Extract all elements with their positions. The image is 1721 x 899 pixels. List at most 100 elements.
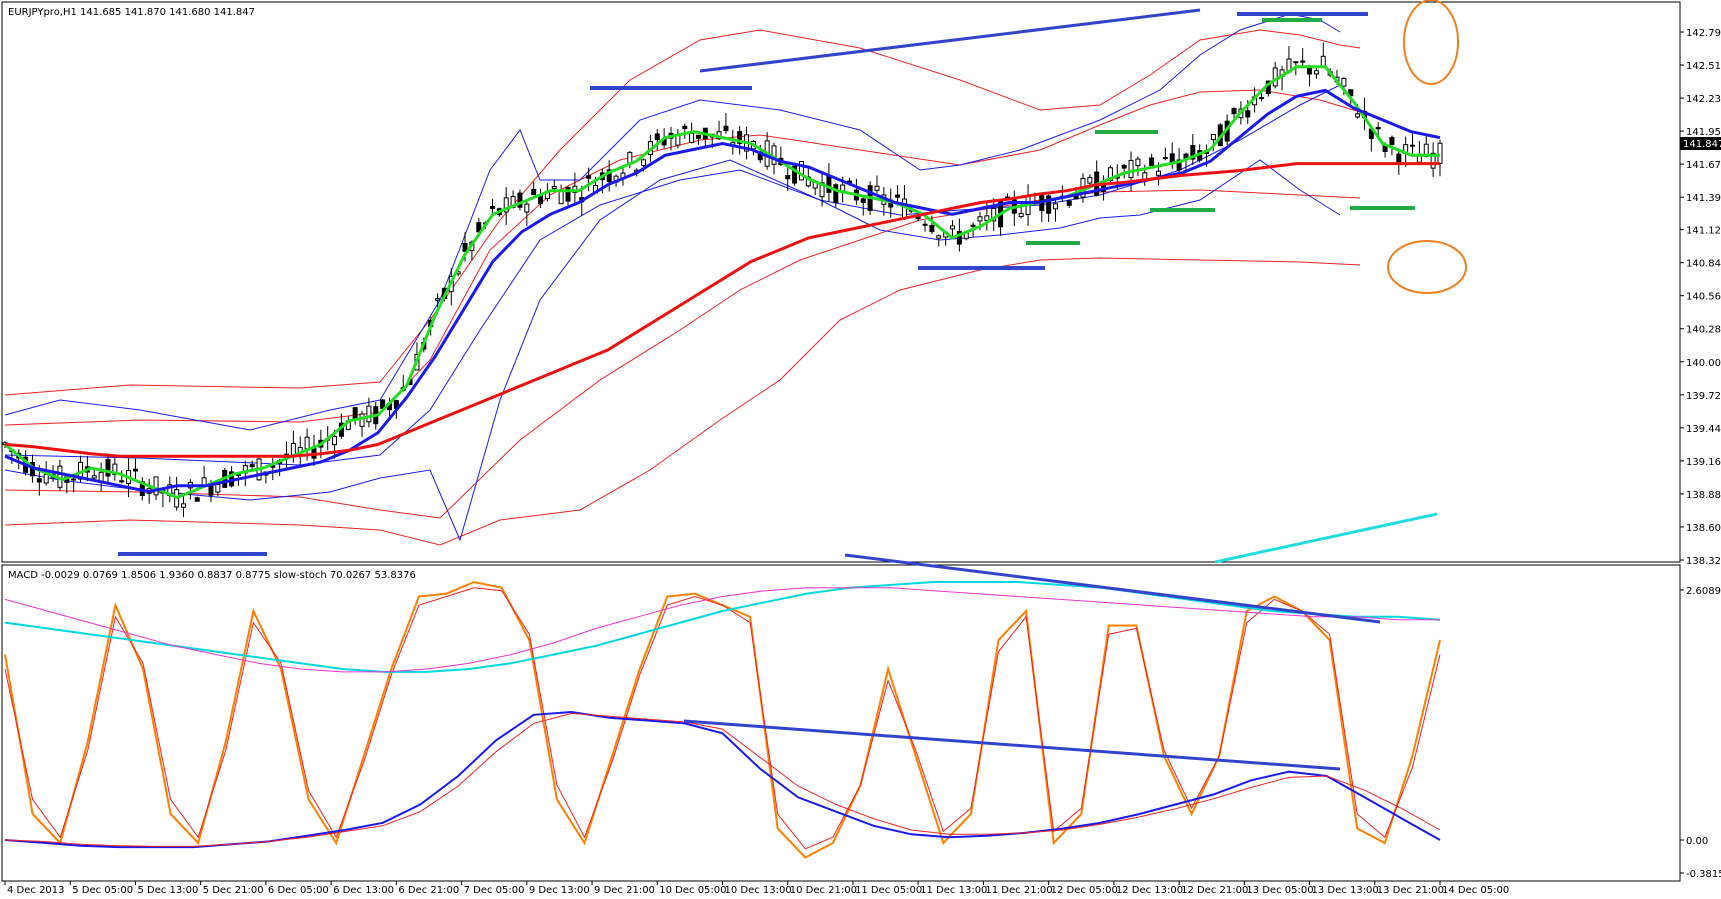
indicator-tick-label: -0.3815 bbox=[1686, 869, 1721, 880]
time-tick-label: 13 Dec 21:00 bbox=[1377, 885, 1444, 896]
indicator-lines bbox=[4, 580, 1441, 859]
candle-body bbox=[606, 169, 612, 183]
candle-body bbox=[895, 194, 901, 198]
candle-body bbox=[1190, 145, 1196, 160]
time-tick-label: 11 Dec 21:00 bbox=[985, 885, 1052, 896]
candle-body bbox=[1210, 133, 1216, 141]
price-pane-frame bbox=[1, 1, 1681, 563]
time-tick-label: 13 Dec 05:00 bbox=[1246, 885, 1313, 896]
candle-body bbox=[1162, 156, 1168, 159]
candle-body bbox=[1313, 70, 1319, 75]
time-tick-label: 5 Dec 13:00 bbox=[137, 885, 198, 896]
candle-body bbox=[366, 405, 372, 423]
candle-body bbox=[991, 207, 997, 222]
candle-body bbox=[1149, 157, 1155, 167]
candle-body bbox=[112, 463, 118, 475]
orange-circle-bottom bbox=[1387, 240, 1467, 294]
candle-body bbox=[682, 125, 688, 130]
price-tick-label: 140.560 bbox=[1686, 292, 1721, 303]
indicator-line-slow-ma-cyan bbox=[4, 581, 1441, 673]
price-tick-label: 141.955 bbox=[1686, 127, 1721, 138]
price-tick-label: 138.880 bbox=[1686, 490, 1721, 501]
price-tick-label: 140.840 bbox=[1686, 259, 1721, 270]
time-tick-label: 9 Dec 13:00 bbox=[529, 885, 590, 896]
indicator-axis: 2.6089 0.00 -0.3815 bbox=[1680, 586, 1721, 880]
candle-body bbox=[462, 242, 468, 252]
price-tick-label: 139.440 bbox=[1686, 424, 1721, 435]
time-tick-label: 11 Dec 05:00 bbox=[855, 885, 922, 896]
candle-body bbox=[1135, 158, 1141, 167]
candle-body bbox=[304, 436, 310, 450]
candle-body bbox=[352, 407, 358, 420]
time-tick-label: 10 Dec 13:00 bbox=[725, 885, 792, 896]
moving-average-lines bbox=[4, 65, 1441, 500]
candle-body bbox=[1341, 77, 1347, 87]
candle-body bbox=[984, 215, 990, 221]
price-tick-label: 141.120 bbox=[1686, 226, 1721, 237]
candle-body bbox=[1107, 167, 1113, 182]
candle-body bbox=[1437, 142, 1443, 164]
candle-body bbox=[119, 480, 125, 483]
price-tick-label: 139.720 bbox=[1686, 391, 1721, 402]
price-line-ema-mid bbox=[4, 88, 1441, 494]
candle-body bbox=[936, 235, 942, 239]
candle-body bbox=[1128, 159, 1134, 178]
candle-body bbox=[1293, 61, 1299, 64]
candle-body bbox=[695, 134, 701, 139]
candle-body bbox=[36, 478, 42, 483]
candle-body bbox=[551, 186, 557, 189]
candle-body bbox=[517, 192, 523, 208]
candle-body bbox=[1018, 212, 1024, 217]
candle-body bbox=[737, 131, 743, 144]
candle-body bbox=[503, 197, 509, 213]
candle-body bbox=[874, 185, 880, 191]
trend-annotations bbox=[118, 0, 1467, 564]
candle-body bbox=[798, 161, 804, 181]
time-tick-label: 4 Dec 2013 bbox=[7, 885, 65, 896]
time-tick-label: 9 Dec 21:00 bbox=[594, 885, 655, 896]
time-tick-label: 6 Dec 05:00 bbox=[268, 885, 329, 896]
candle-body bbox=[1155, 170, 1161, 176]
candle-body bbox=[558, 190, 564, 205]
price-tick-label: 142.515 bbox=[1686, 61, 1721, 72]
time-tick-label: 12 Dec 05:00 bbox=[1051, 885, 1118, 896]
price-tick-label: 138.320 bbox=[1686, 556, 1721, 567]
indicator-line-macd-signal bbox=[4, 712, 1441, 847]
candle-body bbox=[627, 151, 633, 164]
last-price-tag: 141.847 bbox=[1680, 137, 1721, 150]
time-tick-label: 10 Dec 21:00 bbox=[790, 885, 857, 896]
indicator-line-slow-ma-magenta bbox=[4, 587, 1440, 673]
candle-body bbox=[249, 464, 255, 468]
candle-body bbox=[1430, 152, 1436, 169]
price-axis: 142.795 142.515 142.235 141.955 141.675 141.3… bbox=[1680, 28, 1721, 567]
time-tick-label: 7 Dec 05:00 bbox=[464, 885, 525, 896]
candle-body bbox=[105, 459, 111, 477]
candle-body bbox=[1320, 55, 1326, 67]
cyan-trend-line bbox=[1214, 512, 1438, 564]
candle-body bbox=[1087, 176, 1093, 184]
candle-body bbox=[1066, 200, 1072, 206]
time-tick-label: 14 Dec 05:00 bbox=[1442, 885, 1509, 896]
time-tick-label: 6 Dec 21:00 bbox=[398, 885, 459, 896]
time-tick-label: 10 Dec 05:00 bbox=[659, 885, 726, 896]
time-tick-label: 5 Dec 05:00 bbox=[72, 885, 133, 896]
price-tick-label: 142.235 bbox=[1686, 94, 1721, 105]
candle-body bbox=[819, 182, 825, 198]
candle-body bbox=[1121, 164, 1127, 169]
candle-body bbox=[153, 476, 159, 496]
candle-body bbox=[332, 435, 338, 446]
price-tick-label: 140.280 bbox=[1686, 325, 1721, 336]
candle-body bbox=[1046, 195, 1052, 214]
price-tick-label: 139.160 bbox=[1686, 457, 1721, 468]
candle-body bbox=[71, 478, 77, 481]
candle-body bbox=[833, 184, 839, 204]
candle-body bbox=[922, 223, 928, 226]
candle-body bbox=[970, 224, 976, 227]
candle-body bbox=[1355, 113, 1361, 118]
red-band-upper-outer bbox=[4, 29, 1361, 396]
candle-body bbox=[641, 159, 647, 166]
candle-body bbox=[689, 132, 695, 143]
indicator-tick-label: 0.00 bbox=[1686, 836, 1708, 847]
time-tick-label: 5 Dec 21:00 bbox=[203, 885, 264, 896]
